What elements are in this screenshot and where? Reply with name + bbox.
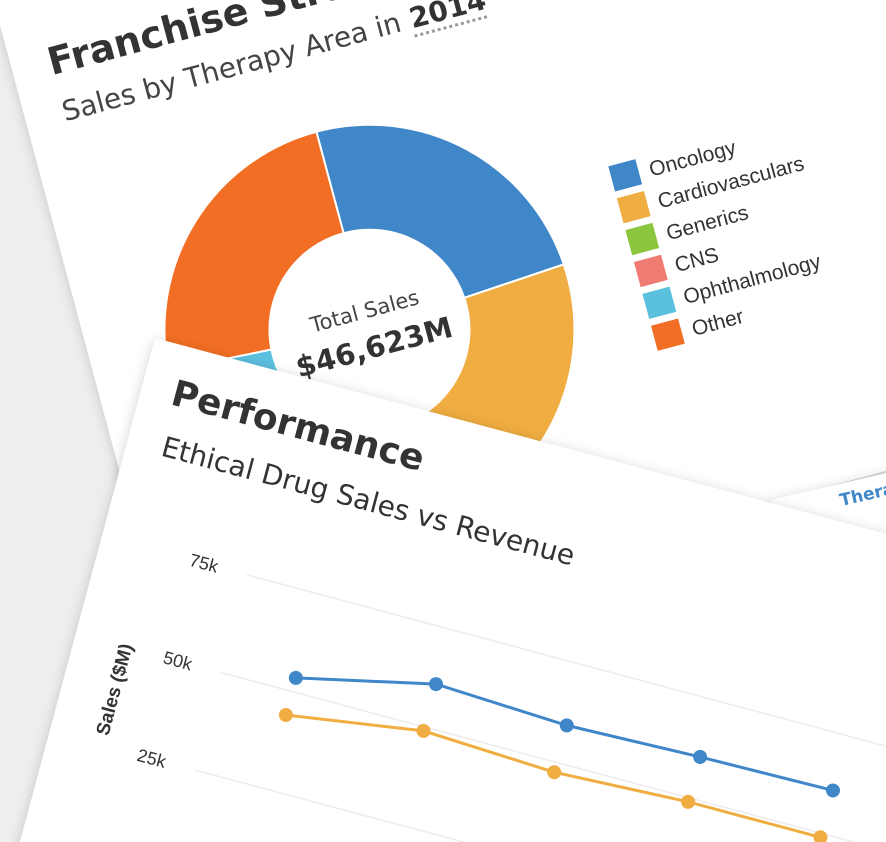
series-point [559,718,574,733]
donut-slice [163,130,345,372]
series-point [278,707,293,722]
series-point [813,830,828,842]
legend-swatch [651,318,685,351]
series-point [416,723,431,738]
legend-swatch [642,286,677,319]
series-point [681,794,696,809]
card-background [0,339,886,842]
year-underline [414,14,491,38]
series-point [547,765,562,780]
donut-slice [315,123,566,300]
legend-swatch [633,254,668,288]
series-point [825,783,840,798]
grid-line [220,671,886,842]
series-point [429,677,444,692]
legend-swatch [616,191,651,224]
legend-swatch [608,159,643,192]
grid-line [246,574,886,765]
series-point [693,749,708,764]
legend-swatch [625,222,660,256]
series-point [288,670,303,685]
grid-line [194,769,886,842]
